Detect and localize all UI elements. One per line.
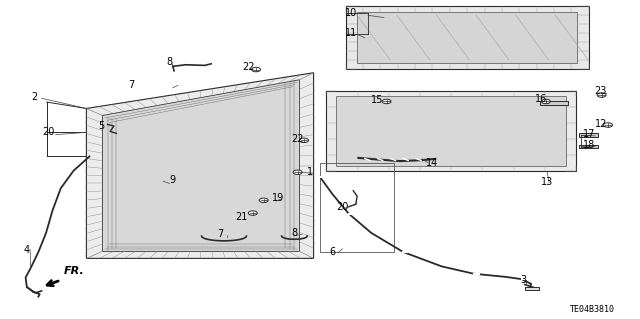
Text: 22: 22 [291,134,304,144]
Circle shape [604,123,612,127]
Text: TE04B3810: TE04B3810 [570,305,614,314]
Text: 7: 7 [128,80,134,91]
Text: 12: 12 [595,119,608,129]
Text: 20: 20 [42,127,54,137]
Text: 4: 4 [24,245,30,255]
Circle shape [293,170,302,174]
Text: 5: 5 [98,121,104,131]
Text: 13: 13 [541,177,554,187]
Text: 16: 16 [534,94,547,104]
Text: 6: 6 [330,247,336,257]
Polygon shape [102,80,300,251]
Text: 21: 21 [236,212,248,222]
Text: 1: 1 [307,167,314,177]
Text: 2: 2 [31,92,37,102]
Circle shape [259,198,268,203]
Text: 10: 10 [344,8,357,19]
Circle shape [300,138,308,143]
Text: 23: 23 [594,86,607,96]
Bar [579,133,598,137]
Circle shape [541,99,550,104]
Circle shape [597,93,606,97]
Bar [540,101,568,105]
Text: 3: 3 [520,275,527,285]
Text: 15: 15 [371,95,384,106]
Text: 11: 11 [344,28,357,39]
Polygon shape [326,91,576,171]
Text: 9: 9 [170,175,176,185]
Circle shape [252,67,260,72]
Text: 8: 8 [166,57,173,67]
Text: 17: 17 [582,129,595,139]
Text: FR.: FR. [64,266,84,276]
Polygon shape [86,73,314,258]
Polygon shape [346,6,589,69]
Text: 22: 22 [242,62,255,72]
Text: 14: 14 [426,158,438,168]
Bar [579,145,598,148]
Circle shape [382,99,391,104]
Polygon shape [336,96,566,166]
Text: 8: 8 [291,228,298,238]
Polygon shape [357,12,577,63]
Circle shape [248,211,257,215]
Text: 20: 20 [336,202,349,212]
Text: 19: 19 [272,193,285,203]
Text: 7: 7 [218,229,224,240]
Text: 18: 18 [582,140,595,150]
Bar [525,287,539,290]
